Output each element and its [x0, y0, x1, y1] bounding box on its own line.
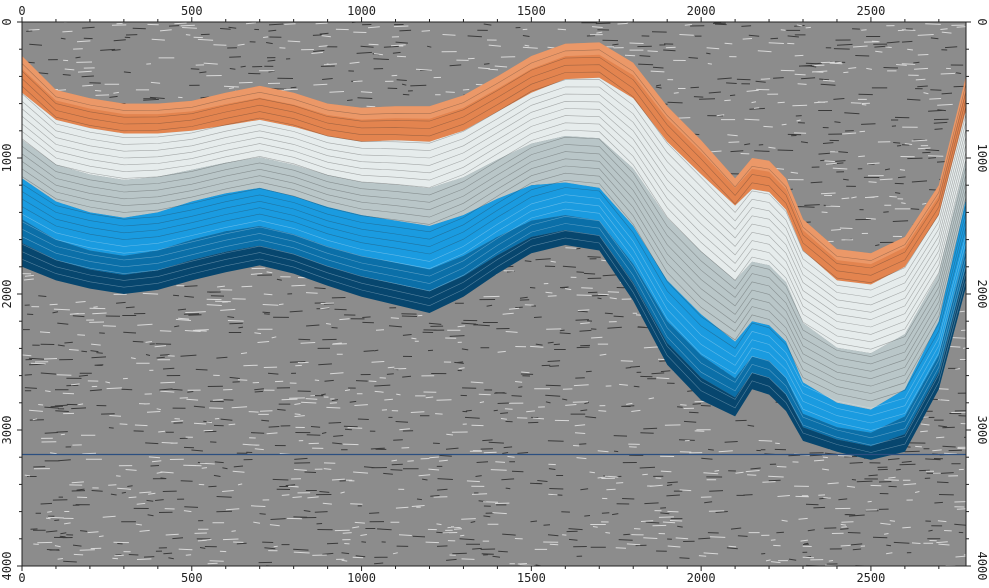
x-tick-label: 1500 [517, 4, 546, 18]
reflector-line [22, 208, 966, 424]
x-tick-label: 0 [18, 571, 25, 585]
y-tick-label: 1000 [975, 144, 989, 173]
grey-band [22, 136, 966, 410]
reflector-line [22, 129, 966, 343]
y-tick-label: 3000 [975, 416, 989, 445]
reflector-line [22, 237, 966, 453]
left-axis: 0 1000 2000 3000 4000 [0, 18, 22, 580]
y-tick-label: 0 [0, 18, 14, 25]
reflector-line [22, 223, 966, 439]
reflector-lines [22, 49, 966, 453]
x-tick-label: 2000 [687, 571, 716, 585]
y-tick-label: 2000 [0, 280, 14, 309]
reflector-line [22, 64, 966, 276]
y-tick-label: 1000 [0, 144, 14, 173]
right-axis: 0 1000 2000 3000 4000 [966, 18, 989, 580]
x-tick-label: 2000 [687, 4, 716, 18]
reflector-line [22, 49, 966, 261]
reflector-line [22, 158, 966, 372]
y-tick-label: 4000 [975, 552, 989, 581]
y-tick-label: 2000 [975, 280, 989, 309]
bright-blue-band [22, 178, 966, 433]
y-tick-label: 4000 [0, 552, 14, 581]
x-tick-label: 1000 [347, 571, 376, 585]
top-axis: 0 500 1000 1500 2000 2500 [18, 4, 940, 22]
reflector-line [22, 71, 966, 284]
x-tick-label: 500 [181, 4, 203, 18]
x-tick-label: 1000 [347, 4, 376, 18]
dark-blue-band [22, 230, 966, 460]
reflector-line [22, 56, 966, 269]
reflector-line [22, 151, 966, 365]
bottom-axis: 0 500 1000 1500 2000 2500 [18, 566, 940, 585]
reflector-line [22, 136, 966, 350]
seismic-image[interactable] [22, 21, 979, 566]
mid-blue-band [22, 215, 966, 447]
x-tick-label: 1500 [517, 571, 546, 585]
reflector-line [22, 115, 966, 328]
y-tick-label: 0 [975, 18, 989, 25]
orange-horizon-band [22, 42, 966, 285]
x-tick-label: 2500 [856, 571, 885, 585]
reflector-line [22, 79, 966, 291]
x-tick-label: 2500 [856, 4, 885, 18]
horizon-bands [22, 42, 966, 460]
reflector-line [22, 165, 966, 380]
reflector-line [22, 144, 966, 357]
reflector-line [22, 187, 966, 402]
reflector-line [22, 86, 966, 298]
reflector-line [22, 179, 966, 394]
reflector-line [22, 93, 966, 306]
x-tick-label: 0 [18, 4, 25, 18]
light-grey-band [22, 77, 966, 354]
reflector-line [22, 230, 966, 446]
reflector-line [22, 122, 966, 335]
x-tick-label: 500 [181, 571, 203, 585]
reflector-line [22, 100, 966, 313]
orange-light-band [22, 42, 966, 265]
reflector-line [22, 215, 966, 431]
reflector-line [22, 194, 966, 409]
reflector-line [22, 108, 966, 320]
reflector-line [22, 201, 966, 416]
reflector-line [22, 172, 966, 387]
y-tick-label: 3000 [0, 416, 14, 445]
